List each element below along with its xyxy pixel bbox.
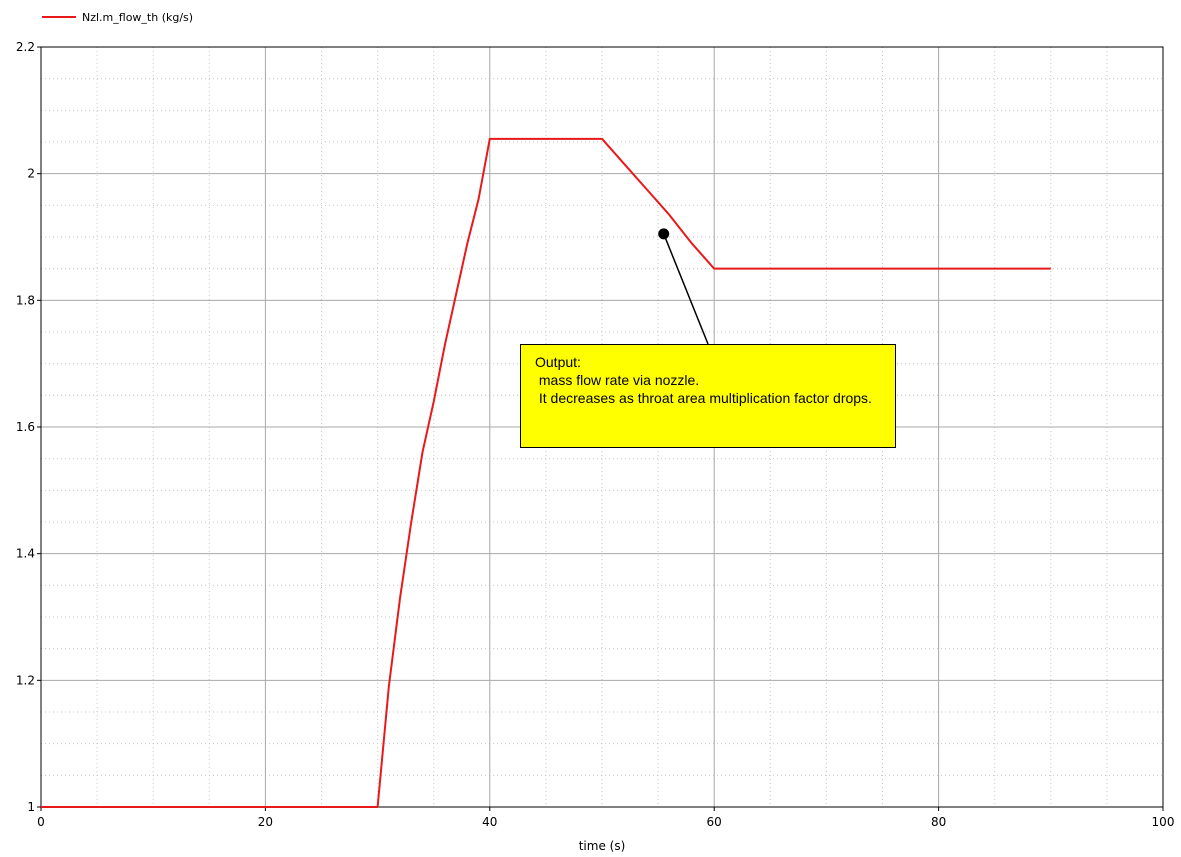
annotation-box: Output: mass flow rate via nozzle. It de… (520, 344, 896, 448)
annotation-marker (658, 228, 670, 240)
y-tick-label: 1 (27, 800, 35, 814)
x-tick-label: 100 (1152, 815, 1175, 829)
x-tick-label: 80 (931, 815, 946, 829)
x-axis-label: time (s) (579, 839, 626, 853)
x-tick-label: 20 (258, 815, 273, 829)
y-tick-label: 1.8 (16, 293, 35, 307)
annotation-leader (658, 228, 709, 345)
y-tick-label: 2.2 (16, 40, 35, 54)
x-tick-label: 60 (707, 815, 722, 829)
y-tick-label: 2 (27, 167, 35, 181)
legend-swatch (42, 16, 76, 18)
series-layer (41, 137, 1051, 808)
legend-label: Nzl.m_flow_th (kg/s) (82, 10, 194, 24)
series-line (41, 137, 1051, 808)
y-tick-label: 1.4 (16, 547, 35, 561)
annotation-leader-line (663, 233, 709, 345)
x-axis-ticks: 0 20 40 60 80 100 (37, 807, 1174, 829)
x-tick-label: 40 (482, 815, 497, 829)
y-axis-ticks: 1 1.2 1.4 1.6 1.8 2 2.2 (16, 40, 41, 814)
x-tick-label: 0 (37, 815, 45, 829)
legend: Nzl.m_flow_th (kg/s) (42, 9, 193, 25)
y-tick-label: 1.2 (16, 673, 35, 687)
y-tick-label: 1.6 (16, 420, 35, 434)
